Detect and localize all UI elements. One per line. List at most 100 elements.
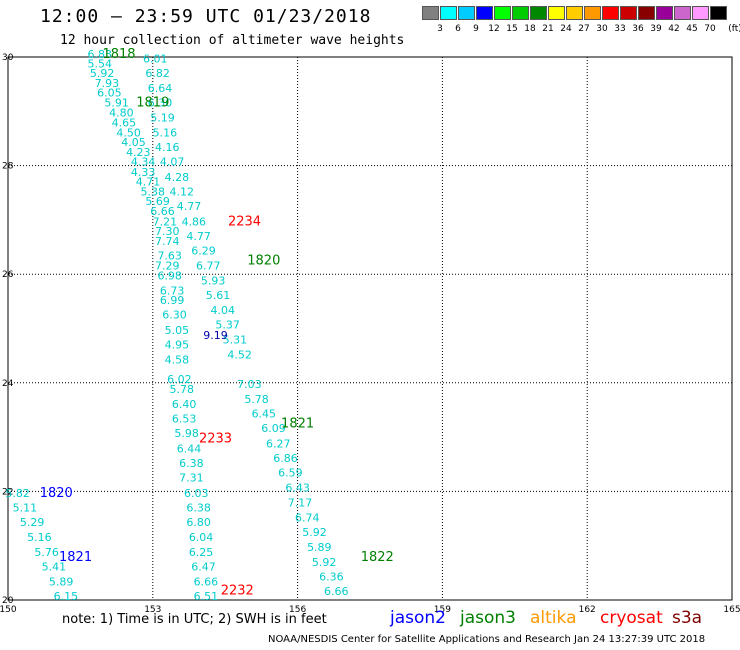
wave-height-value: 5.93 — [201, 275, 226, 288]
colorbar-swatch — [674, 6, 691, 20]
wave-height-value: 5.92 — [302, 526, 327, 539]
wave-height-value: 6.15 — [54, 590, 79, 603]
wave-height-value: 7.30 — [155, 225, 180, 238]
x-tick-label: 165 — [723, 605, 740, 615]
colorbar-swatch — [548, 6, 565, 20]
wave-height-value: 6.66 — [324, 585, 349, 598]
wave-height-value: 6.30 — [148, 96, 173, 109]
wave-height-value: 5.78 — [170, 383, 195, 396]
wave-height-value: 6.66 — [194, 575, 219, 588]
colorbar-swatch — [656, 6, 673, 20]
x-tick-label: 150 — [0, 605, 17, 615]
pass-time-label: 2234 — [228, 214, 261, 229]
colorbar-label: 39 — [650, 24, 662, 34]
colorbar-label: 42 — [668, 24, 680, 34]
wave-height-value: 5.11 — [13, 501, 38, 514]
wave-height-value: 6.04 — [189, 531, 214, 544]
y-tick-label: 22 — [2, 487, 13, 497]
wave-height-value: 5.92 — [90, 67, 115, 80]
y-tick-label: 28 — [2, 162, 14, 172]
wave-height-value: 7.03 — [237, 378, 262, 391]
colorbar-label: 33 — [614, 24, 626, 34]
colorbar-label: 27 — [578, 24, 590, 34]
wave-height-value: 6.86 — [273, 452, 298, 465]
satellite-altika: altika — [530, 608, 577, 628]
y-tick-label: 20 — [2, 596, 14, 606]
wave-height-value: 6.98 — [157, 270, 182, 283]
pass-time-label: 1822 — [361, 550, 394, 565]
y-tick-label: 30 — [2, 53, 14, 63]
wave-height-value: 6.30 — [162, 309, 187, 322]
wave-height-value: 7.74 — [155, 235, 180, 248]
colorbar-label: 3 — [437, 24, 443, 34]
wave-height-value: 6.73 — [160, 284, 185, 297]
wave-height-value: 7.31 — [179, 472, 204, 485]
colorbar-swatch — [620, 6, 637, 20]
wave-height-value: 5.76 — [34, 546, 59, 559]
colorbar-swatch — [530, 6, 547, 20]
wave-height-value: 6.27 — [266, 437, 291, 450]
wave-height-value: 4.04 — [211, 304, 236, 317]
x-tick-label: 156 — [289, 605, 306, 615]
wave-height-value: 6.47 — [191, 561, 216, 574]
pass-time-label: 1819 — [136, 95, 169, 110]
wave-height-value: 6.29 — [191, 245, 216, 258]
y-tick-label: 26 — [2, 270, 14, 280]
wave-height-value: 6.38 — [179, 457, 204, 470]
wave-height-value: 4.23 — [126, 146, 151, 159]
colorbar-swatch — [584, 6, 601, 20]
wave-height-value: 4.95 — [165, 339, 190, 352]
wave-height-value: 7.21 — [153, 215, 178, 228]
wave-height-value: 5.38 — [141, 185, 166, 198]
wave-height-value: 5.91 — [104, 96, 129, 109]
satellite-cryosat: cryosat — [600, 608, 663, 628]
wave-height-value: 5.31 — [223, 334, 248, 347]
wave-height-value: 5.41 — [42, 561, 67, 574]
x-tick-label: 153 — [144, 605, 161, 615]
colorbar-label: 45 — [686, 24, 698, 34]
wave-height-value: 6.36 — [319, 570, 344, 583]
colorbar-label: 30 — [596, 24, 608, 34]
satellite-s3a: s3a — [672, 608, 703, 628]
wave-height-value: 9.19 — [203, 329, 228, 342]
wave-height-value: 6.64 — [148, 82, 173, 95]
wave-height-value: 6.05 — [97, 87, 122, 100]
wave-height-value: 7.29 — [155, 259, 180, 272]
wave-height-value: 4.52 — [227, 348, 252, 361]
wave-height-value: 5.29 — [20, 516, 45, 529]
pass-time-label: 1821 — [59, 550, 92, 565]
wave-height-value: 7.63 — [157, 250, 182, 263]
wave-height-value: 4.58 — [165, 353, 190, 366]
wave-height-value: 4.77 — [177, 200, 202, 213]
wave-height-value: 6.66 — [150, 205, 175, 218]
colorbar-swatch — [440, 6, 457, 20]
wave-height-value: 4.65 — [112, 117, 137, 130]
colorbar-swatch — [566, 6, 583, 20]
wave-height-value: 6.43 — [285, 481, 310, 494]
wave-height-value: 6.59 — [278, 467, 303, 480]
colorbar-swatch — [692, 6, 709, 20]
wave-height-value: 5.92 — [312, 556, 337, 569]
wave-height-value: 6.45 — [252, 408, 277, 421]
wave-height-value: 5.69 — [145, 195, 170, 208]
colorbar-label: 18 — [524, 24, 536, 34]
colorbar-swatch — [422, 6, 439, 20]
wave-height-value: 5.82 — [5, 487, 30, 500]
wave-height-value: 5.78 — [244, 393, 269, 406]
wave-height-value: 5.61 — [206, 289, 231, 302]
satellite-jason2: jason2 — [390, 608, 446, 628]
wave-height-value: 6.74 — [295, 511, 320, 524]
plot-frame — [7, 56, 733, 601]
wave-height-value: 4.50 — [116, 126, 141, 139]
pass-time-label: 1818 — [102, 47, 135, 62]
colorbar-swatch — [710, 6, 727, 20]
wave-height-value: 4.05 — [121, 136, 146, 149]
footer-credit: NOAA/NESDIS Center for Satellite Applica… — [268, 634, 706, 645]
wave-height-value: 4.28 — [165, 171, 190, 184]
colorbar-swatch — [458, 6, 475, 20]
wave-height-value: 6.77 — [196, 259, 221, 272]
wave-height-value: 6.53 — [172, 412, 197, 425]
pass-time-label: 1820 — [247, 253, 280, 268]
wave-height-value: 6.44 — [177, 442, 202, 455]
wave-height-value: 7.93 — [95, 77, 120, 90]
